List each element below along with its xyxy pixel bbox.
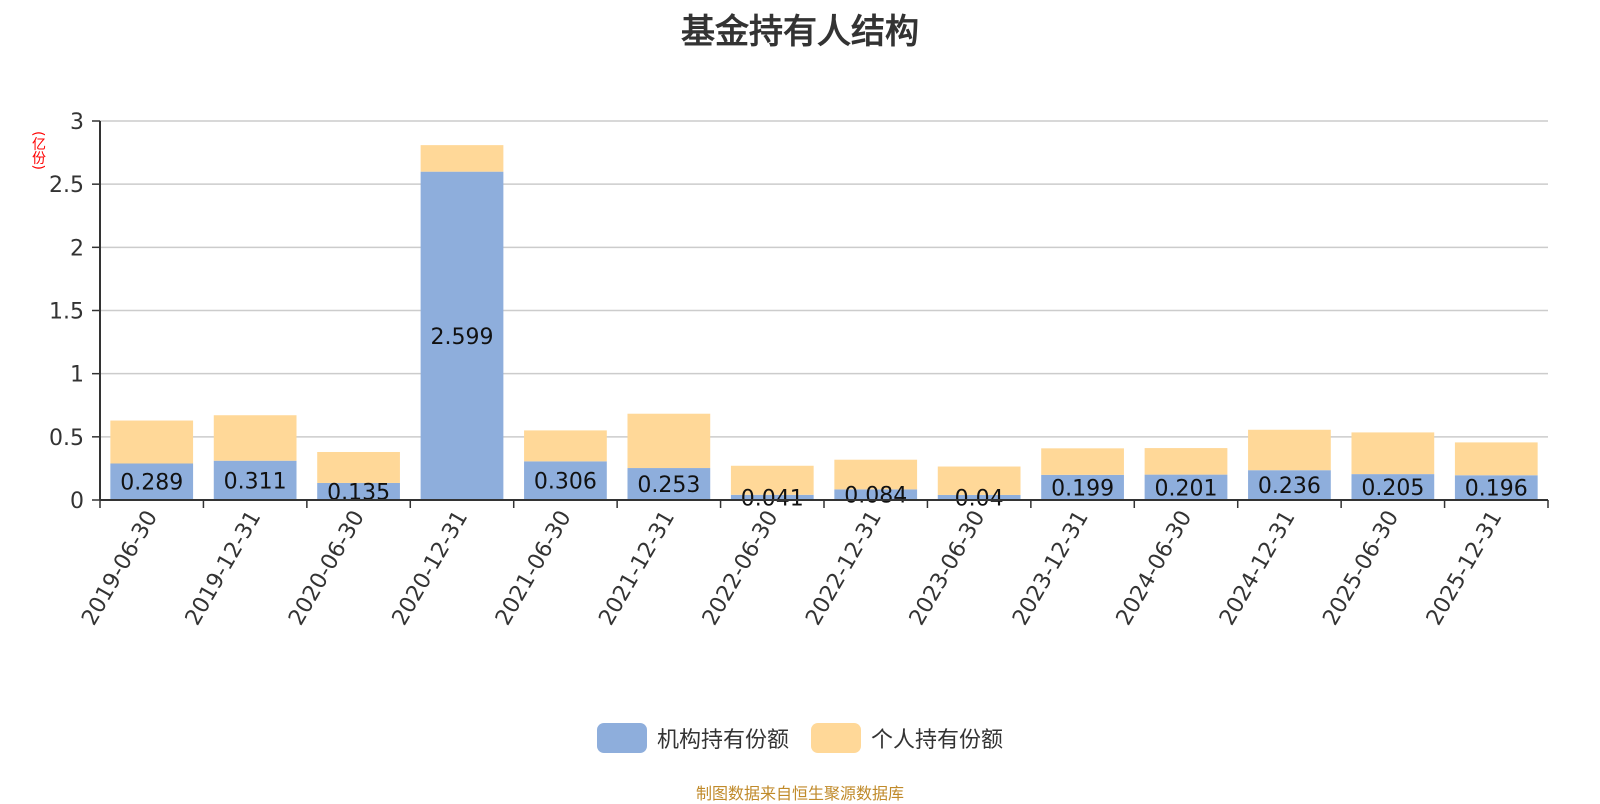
bar-institutional — [110, 463, 194, 500]
x-tick-label: 2023-12-31 — [1008, 507, 1094, 630]
bar-institutional — [937, 494, 1021, 500]
x-tick-label: 2019-12-31 — [181, 507, 267, 630]
bar-value-label: 2.599 — [431, 325, 494, 350]
bar-institutional — [1351, 474, 1435, 500]
bar-individual — [110, 420, 194, 464]
y-tick-label: 0 — [70, 489, 84, 514]
legend: 机构持有份额 个人持有份额 — [0, 722, 1600, 754]
bar-individual — [1351, 432, 1435, 475]
x-tick-label: 2024-06-30 — [1112, 507, 1198, 630]
bar-value-label: 0.04 — [955, 486, 1004, 511]
x-tick-label: 2021-06-30 — [491, 507, 577, 630]
bar-value-label: 0.311 — [224, 469, 287, 494]
bar-institutional — [420, 171, 504, 500]
chart-plot: 0 0.5 1 1.5 2 2.5 3 0.289 0.311 0.135 2.599 0.306 0.… — [49, 110, 1549, 630]
x-tick-label: 2025-06-30 — [1318, 507, 1404, 630]
legend-swatch-institutional — [596, 723, 647, 753]
bar-value-label: 0.084 — [844, 484, 907, 509]
legend-label-individual: 个人持有份额 — [871, 728, 1004, 753]
x-tick-label: 2020-12-31 — [388, 507, 474, 630]
bar-institutional — [317, 482, 400, 500]
chart-title: 基金持有人结构 — [681, 12, 919, 52]
bar-individual — [937, 466, 1021, 495]
y-tick-label: 2 — [70, 236, 84, 261]
bar-institutional — [1248, 470, 1331, 500]
bar-individual — [317, 451, 400, 483]
data-source-note: 制图数据来自恒生聚源数据库 — [695, 784, 904, 803]
legend-item-institutional[interactable]: 机构持有份额 — [596, 722, 789, 754]
y-tick-label: 0.5 — [49, 426, 84, 451]
y-tick-label: 1.5 — [49, 300, 84, 325]
x-tick-label: 2019-06-30 — [77, 507, 163, 630]
bar-individual — [1144, 448, 1228, 475]
y-axis-unit: (亿份) — [30, 130, 46, 170]
y-tick-label: 2.5 — [49, 173, 84, 198]
bar-individual — [834, 459, 918, 490]
bar-individual — [524, 430, 607, 462]
bar-value-label: 0.041 — [741, 486, 804, 511]
bar-value-label: 0.236 — [1258, 474, 1321, 499]
bar-value-label: 0.199 — [1051, 476, 1114, 501]
bar-institutional — [834, 489, 918, 500]
x-tick-label: 2022-06-30 — [698, 507, 784, 630]
bar-institutional — [524, 461, 607, 500]
bar-value-label: 0.135 — [327, 480, 390, 505]
bar-value-label: 0.306 — [534, 470, 597, 495]
bar-individual — [213, 415, 297, 461]
bar-value-label: 0.196 — [1465, 477, 1528, 502]
x-tick-label: 2022-12-31 — [801, 507, 887, 630]
bar-individual — [1248, 429, 1331, 471]
bar-individual — [1041, 448, 1124, 475]
bar-institutional — [730, 494, 814, 500]
legend-label-institutional: 机构持有份额 — [656, 728, 789, 753]
bar-individual — [627, 413, 711, 469]
x-tick-label: 2024-12-31 — [1215, 507, 1301, 630]
x-tick-label: 2025-12-31 — [1422, 507, 1508, 630]
x-tick-label: 2020-06-30 — [284, 507, 370, 630]
legend-swatch-individual — [811, 723, 861, 753]
bar-value-label: 0.289 — [120, 471, 183, 496]
bar-value-label: 0.205 — [1361, 476, 1424, 501]
bar-individual — [1454, 442, 1538, 476]
y-tick-label: 3 — [70, 110, 84, 135]
bar-individual — [730, 465, 814, 495]
bar-individual — [420, 145, 504, 172]
bar-institutional — [1454, 475, 1538, 500]
bar-institutional — [213, 460, 297, 500]
bar-value-label: 0.253 — [637, 473, 700, 498]
y-tick-label: 1 — [70, 363, 84, 388]
bar-value-label: 0.201 — [1155, 476, 1218, 501]
legend-item-individual[interactable]: 个人持有份额 — [811, 722, 1003, 754]
x-tick-label: 2021-12-31 — [594, 507, 680, 630]
x-tick-label: 2023-06-30 — [905, 506, 991, 629]
bar-institutional — [1144, 474, 1228, 500]
bar-institutional — [627, 468, 711, 500]
bar-institutional — [1041, 474, 1124, 500]
